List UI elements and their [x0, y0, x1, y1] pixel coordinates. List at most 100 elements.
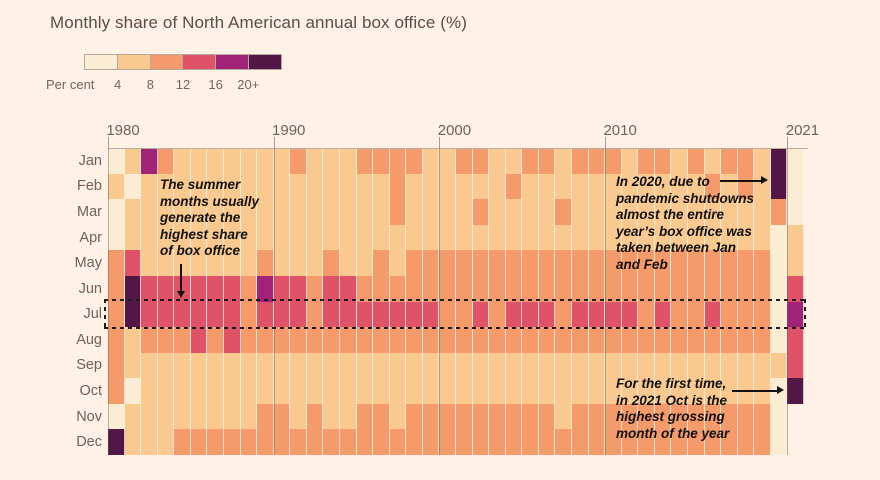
heatmap-cell-1993-Jan	[323, 148, 340, 174]
heatmap-cell-2002-Nov	[472, 403, 490, 430]
heatmap-cell-2010-Mar	[605, 199, 622, 225]
heatmap-cell-1983-Aug	[157, 327, 175, 353]
heatmap-cell-2002-Feb	[472, 173, 490, 200]
heatmap-cell-2008-Jun	[571, 275, 589, 302]
heatmap-cell-1989-Feb	[257, 173, 274, 200]
heatmap-cell-1994-Apr	[339, 224, 357, 251]
heatmap-cell-2006-Jul	[538, 301, 556, 328]
heatmap-cell-1984-Jul	[174, 301, 191, 328]
heatmap-cell-1982-Jun	[141, 275, 158, 302]
heatmap-cell-1982-Nov	[141, 403, 158, 430]
heatmap-cell-1981-Sep	[124, 352, 142, 379]
heatmap-cell-2000-Jan	[439, 148, 456, 174]
heatmap-cell-1999-Aug	[422, 327, 440, 353]
heatmap-cell-2010-Jun	[605, 275, 622, 302]
annotation-2021-october: For the first time, in 2021 Oct is the hig…	[616, 376, 729, 442]
heatmap-cell-2013-Jun	[654, 275, 672, 302]
month-label-Nov: Nov	[76, 408, 102, 425]
heatmap-cell-2003-Jan	[489, 148, 506, 174]
heatmap-cell-2015-Jan	[687, 148, 705, 174]
heatmap-cell-1992-Sep	[306, 352, 324, 379]
heatmap-cell-1982-Jan	[141, 148, 158, 174]
heatmap-cell-2007-Oct	[555, 378, 572, 404]
heatmap-cell-2015-Sep	[687, 352, 705, 379]
heatmap-cell-2015-Jun	[687, 275, 705, 302]
month-label-Jun: Jun	[78, 280, 102, 297]
legend-tick-label: 8	[146, 77, 154, 92]
heatmap-cell-1989-Aug	[257, 327, 274, 353]
heatmap-cell-2007-Jun	[555, 275, 572, 302]
heatmap-cell-2021-Jun	[787, 275, 804, 302]
heatmap-cell-2012-Aug	[638, 327, 655, 353]
heatmap-cell-1986-Nov	[207, 403, 224, 430]
heatmap-cell-1998-Sep	[406, 352, 423, 379]
heatmap-cell-1987-Aug	[223, 327, 241, 353]
heatmap-cell-1991-Mar	[290, 199, 307, 225]
month-label-Feb: Feb	[77, 178, 102, 195]
annotation-2021-arrow	[732, 390, 778, 392]
heatmap-cell-2018-Dec	[737, 429, 755, 455]
heatmap-cell-1985-Dec	[190, 429, 208, 455]
heatmap-cell-1997-Jul	[389, 301, 407, 328]
heatmap-cell-2001-Jan	[455, 148, 473, 174]
heatmap-cell-1989-Jul	[257, 301, 274, 328]
annotation-summer-months: The summer months usually generate the high…	[160, 177, 259, 260]
heatmap-cell-2018-Aug	[737, 327, 755, 353]
heatmap-cell-1981-Jul	[124, 301, 142, 328]
heatmap-cell-1996-Aug	[373, 327, 390, 353]
heatmap-cell-1991-Jul	[290, 301, 307, 328]
heatmap-cell-1981-Nov	[124, 403, 142, 430]
heatmap-cell-2017-Jun	[721, 275, 738, 302]
heatmap-cell-2020-Apr	[770, 224, 788, 251]
heatmap-cell-1991-Aug	[290, 327, 307, 353]
axis-hairline	[108, 148, 808, 149]
heatmap-cell-2013-May	[654, 250, 672, 276]
heatmap-cell-1986-Mar	[207, 199, 224, 225]
heatmap-cell-2016-Sep	[704, 352, 722, 379]
heatmap-cell-1989-Mar	[257, 199, 274, 225]
heatmap-cell-2020-Nov	[770, 403, 788, 430]
heatmap-cell-2015-Aug	[687, 327, 705, 353]
heatmap-cell-1992-May	[306, 250, 324, 276]
heatmap-cell-2013-Feb	[654, 173, 672, 200]
heatmap-cell-2008-Jan	[571, 148, 589, 174]
heatmap-cell-1988-Apr	[240, 224, 258, 251]
heatmap-cell-1987-Apr	[223, 224, 241, 251]
heatmap-cell-1985-Aug	[190, 327, 208, 353]
heatmap-cell-1988-May	[240, 250, 258, 276]
legend-tick-label: 12	[175, 77, 191, 92]
july-highlight-right	[804, 299, 806, 329]
heatmap-cell-2010-Sep	[605, 352, 622, 379]
heatmap-cell-1995-Apr	[356, 224, 374, 251]
gridline-1980	[108, 148, 109, 455]
heatmap-cell-1983-Apr	[157, 224, 175, 251]
heatmap-cell-1996-Sep	[373, 352, 390, 379]
heatmap-cell-1980-Apr	[108, 224, 125, 251]
heatmap-cell-2006-Dec	[538, 429, 556, 455]
july-highlight-top	[104, 299, 806, 301]
heatmap-cell-2004-May	[505, 250, 523, 276]
heatmap-cell-1984-May	[174, 250, 191, 276]
heatmap-cell-2009-Apr	[588, 224, 606, 251]
heatmap-cell-2014-Aug	[671, 327, 688, 353]
heatmap-cell-2001-Jul	[455, 301, 473, 328]
heatmap-cell-1994-Mar	[339, 199, 357, 225]
heatmap-cell-2020-Feb	[770, 173, 788, 200]
heatmap-cell-2009-Feb	[588, 173, 606, 200]
heatmap-cell-2002-Mar	[472, 199, 490, 225]
heatmap-cell-2014-Nov	[671, 403, 688, 430]
heatmap-cell-1993-Jul	[323, 301, 340, 328]
legend-tick-label: 20+	[237, 77, 260, 92]
year-tick	[605, 137, 607, 148]
heatmap-cell-2014-Oct	[671, 378, 688, 404]
heatmap-cell-2009-Aug	[588, 327, 606, 353]
heatmap-cell-2010-Jul	[605, 301, 622, 328]
heatmap-cell-1993-Dec	[323, 429, 340, 455]
heatmap-cell-2017-Nov	[721, 403, 738, 430]
heatmap-cell-2007-Mar	[555, 199, 572, 225]
heatmap-cell-2012-Feb	[638, 173, 655, 200]
heatmap-cell-2011-Nov	[621, 403, 639, 430]
heatmap-cell-1996-Jul	[373, 301, 390, 328]
annotation-line: months usually	[160, 193, 260, 209]
year-label-1990: 1990	[272, 122, 306, 139]
